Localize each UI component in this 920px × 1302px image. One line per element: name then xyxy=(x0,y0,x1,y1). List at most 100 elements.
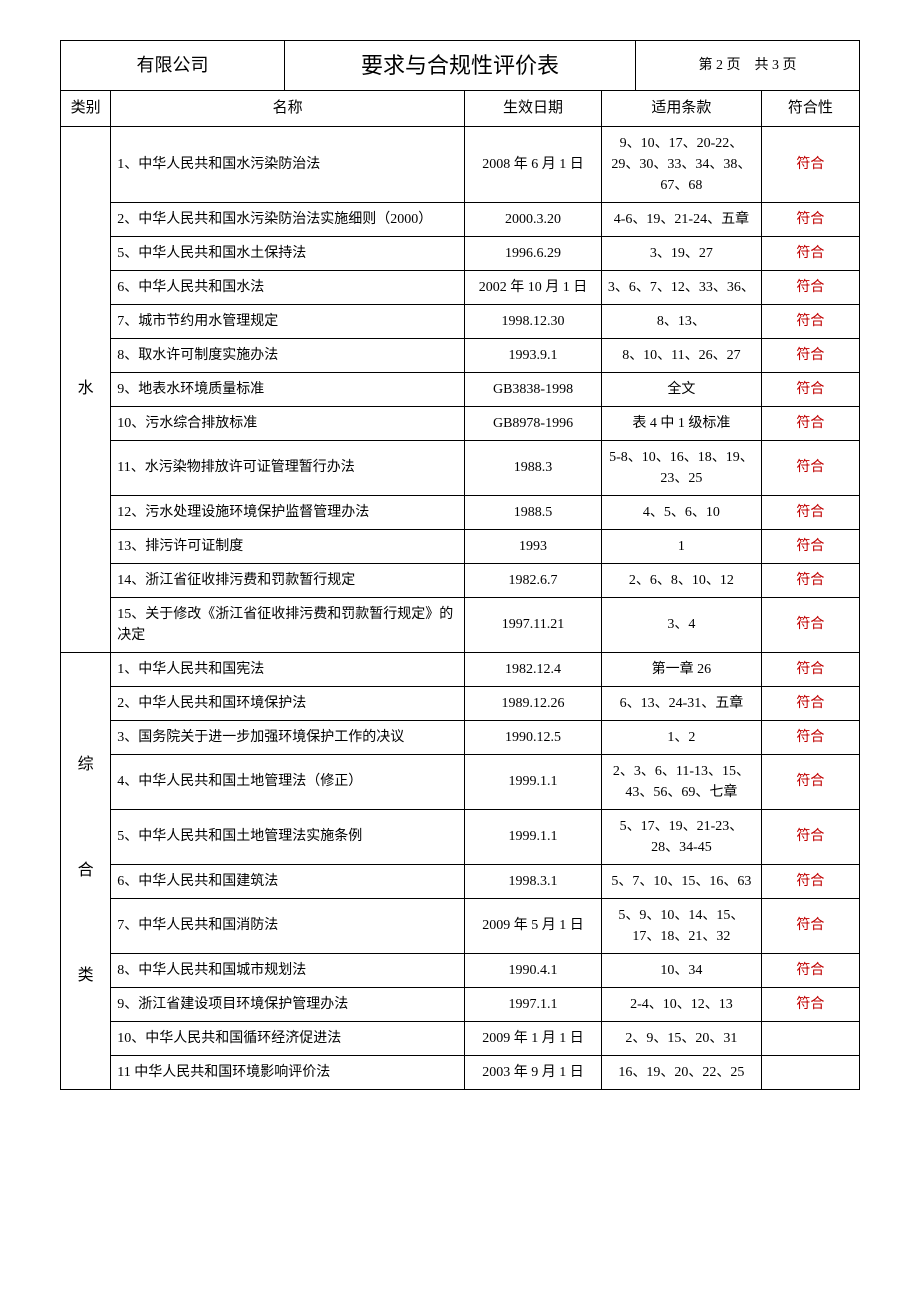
compliance-status: 符合 xyxy=(761,987,859,1021)
law-name: 11 中华人民共和国环境影响评价法 xyxy=(111,1055,465,1089)
compliance-status: 符合 xyxy=(761,372,859,406)
compliance-status xyxy=(761,1021,859,1055)
table-row: 6、中华人民共和国建筑法1998.3.15、7、10、15、16、63符合 xyxy=(61,864,860,898)
applicable-clause: 5、9、10、14、15、17、18、21、32 xyxy=(602,898,762,953)
category-cell: 水 xyxy=(61,126,111,652)
compliance-status: 符合 xyxy=(761,809,859,864)
table-row: 13、排污许可证制度19931符合 xyxy=(61,529,860,563)
table-row: 5、中华人民共和国土地管理法实施条例1999.1.15、17、19、21-23、… xyxy=(61,809,860,864)
effective-date: GB8978-1996 xyxy=(465,406,602,440)
compliance-table: 有限公司要求与合规性评价表第 2 页 共 3 页类别名称生效日期适用条款符合性水… xyxy=(60,40,860,1090)
table-row: 9、浙江省建设项目环境保护管理办法1997.1.12-4、10、12、13符合 xyxy=(61,987,860,1021)
compliance-status: 符合 xyxy=(761,597,859,652)
table-row: 3、国务院关于进一步加强环境保护工作的决议1990.12.51、2符合 xyxy=(61,720,860,754)
applicable-clause: 3、4 xyxy=(602,597,762,652)
effective-date: 1988.5 xyxy=(465,495,602,529)
table-row: 15、关于修改《浙江省征收排污费和罚款暂行规定》的决定1997.11.213、4… xyxy=(61,597,860,652)
table-row: 11、水污染物排放许可证管理暂行办法1988.35-8、10、16、18、19、… xyxy=(61,440,860,495)
law-name: 7、中华人民共和国消防法 xyxy=(111,898,465,953)
law-name: 3、国务院关于进一步加强环境保护工作的决议 xyxy=(111,720,465,754)
applicable-clause: 8、13、 xyxy=(602,304,762,338)
compliance-status: 符合 xyxy=(761,652,859,686)
applicable-clause: 5-8、10、16、18、19、23、25 xyxy=(602,440,762,495)
law-name: 8、取水许可制度实施办法 xyxy=(111,338,465,372)
law-name: 1、中华人民共和国宪法 xyxy=(111,652,465,686)
compliance-status: 符合 xyxy=(761,864,859,898)
law-name: 2、中华人民共和国环境保护法 xyxy=(111,686,465,720)
law-name: 9、浙江省建设项目环境保护管理办法 xyxy=(111,987,465,1021)
category-cell: 综合类 xyxy=(61,652,111,1089)
table-row: 2、中华人民共和国环境保护法1989.12.266、13、24-31、五章符合 xyxy=(61,686,860,720)
law-name: 5、中华人民共和国水土保持法 xyxy=(111,236,465,270)
applicable-clause: 2-4、10、12、13 xyxy=(602,987,762,1021)
compliance-status: 符合 xyxy=(761,202,859,236)
law-name: 5、中华人民共和国土地管理法实施条例 xyxy=(111,809,465,864)
effective-date: 1993.9.1 xyxy=(465,338,602,372)
applicable-clause: 5、7、10、15、16、63 xyxy=(602,864,762,898)
compliance-status: 符合 xyxy=(761,236,859,270)
effective-date: 1993 xyxy=(465,529,602,563)
applicable-clause: 1、2 xyxy=(602,720,762,754)
applicable-clause: 6、13、24-31、五章 xyxy=(602,686,762,720)
col-fit: 符合性 xyxy=(761,91,859,127)
effective-date: 2009 年 1 月 1 日 xyxy=(465,1021,602,1055)
compliance-status: 符合 xyxy=(761,529,859,563)
compliance-status: 符合 xyxy=(761,406,859,440)
effective-date: 1997.1.1 xyxy=(465,987,602,1021)
compliance-status: 符合 xyxy=(761,953,859,987)
applicable-clause: 3、19、27 xyxy=(602,236,762,270)
compliance-status: 符合 xyxy=(761,563,859,597)
effective-date: 1998.3.1 xyxy=(465,864,602,898)
applicable-clause: 1 xyxy=(602,529,762,563)
table-row: 水1、中华人民共和国水污染防治法2008 年 6 月 1 日9、10、17、20… xyxy=(61,126,860,202)
effective-date: 1990.4.1 xyxy=(465,953,602,987)
effective-date: GB3838-1998 xyxy=(465,372,602,406)
law-name: 4、中华人民共和国土地管理法（修正） xyxy=(111,754,465,809)
compliance-status: 符合 xyxy=(761,754,859,809)
table-row: 综合类1、中华人民共和国宪法1982.12.4第一章 26符合 xyxy=(61,652,860,686)
table-row: 7、中华人民共和国消防法2009 年 5 月 1 日5、9、10、14、15、1… xyxy=(61,898,860,953)
effective-date: 2000.3.20 xyxy=(465,202,602,236)
compliance-status: 符合 xyxy=(761,720,859,754)
applicable-clause: 4、5、6、10 xyxy=(602,495,762,529)
form-title: 要求与合规性评价表 xyxy=(284,41,635,90)
law-name: 9、地表水环境质量标准 xyxy=(111,372,465,406)
law-name: 6、中华人民共和国建筑法 xyxy=(111,864,465,898)
effective-date: 1990.12.5 xyxy=(465,720,602,754)
law-name: 12、污水处理设施环境保护监督管理办法 xyxy=(111,495,465,529)
law-name: 7、城市节约用水管理规定 xyxy=(111,304,465,338)
applicable-clause: 2、9、15、20、31 xyxy=(602,1021,762,1055)
compliance-status: 符合 xyxy=(761,495,859,529)
compliance-status xyxy=(761,1055,859,1089)
law-name: 13、排污许可证制度 xyxy=(111,529,465,563)
law-name: 2、中华人民共和国水污染防治法实施细则（2000） xyxy=(111,202,465,236)
applicable-clause: 10、34 xyxy=(602,953,762,987)
applicable-clause: 4-6、19、21-24、五章 xyxy=(602,202,762,236)
page-indicator: 第 2 页 共 3 页 xyxy=(636,41,859,90)
table-row: 5、中华人民共和国水土保持法1996.6.293、19、27符合 xyxy=(61,236,860,270)
effective-date: 1989.12.26 xyxy=(465,686,602,720)
law-name: 14、浙江省征收排污费和罚款暂行规定 xyxy=(111,563,465,597)
effective-date: 2008 年 6 月 1 日 xyxy=(465,126,602,202)
law-name: 1、中华人民共和国水污染防治法 xyxy=(111,126,465,202)
col-name: 名称 xyxy=(111,91,465,127)
effective-date: 1982.12.4 xyxy=(465,652,602,686)
applicable-clause: 16、19、20、22、25 xyxy=(602,1055,762,1089)
compliance-status: 符合 xyxy=(761,270,859,304)
company-name: 有限公司 xyxy=(61,41,284,90)
table-row: 7、城市节约用水管理规定1998.12.308、13、符合 xyxy=(61,304,860,338)
effective-date: 2002 年 10 月 1 日 xyxy=(465,270,602,304)
applicable-clause: 2、3、6、11-13、15、43、56、69、七章 xyxy=(602,754,762,809)
law-name: 6、中华人民共和国水法 xyxy=(111,270,465,304)
applicable-clause: 3、6、7、12、33、36、 xyxy=(602,270,762,304)
col-date: 生效日期 xyxy=(465,91,602,127)
effective-date: 2009 年 5 月 1 日 xyxy=(465,898,602,953)
table-row: 14、浙江省征收排污费和罚款暂行规定1982.6.72、6、8、10、12符合 xyxy=(61,563,860,597)
table-row: 6、中华人民共和国水法2002 年 10 月 1 日3、6、7、12、33、36… xyxy=(61,270,860,304)
law-name: 11、水污染物排放许可证管理暂行办法 xyxy=(111,440,465,495)
effective-date: 1996.6.29 xyxy=(465,236,602,270)
law-name: 8、中华人民共和国城市规划法 xyxy=(111,953,465,987)
compliance-status: 符合 xyxy=(761,898,859,953)
table-row: 8、取水许可制度实施办法1993.9.18、10、11、26、27符合 xyxy=(61,338,860,372)
effective-date: 1999.1.1 xyxy=(465,809,602,864)
